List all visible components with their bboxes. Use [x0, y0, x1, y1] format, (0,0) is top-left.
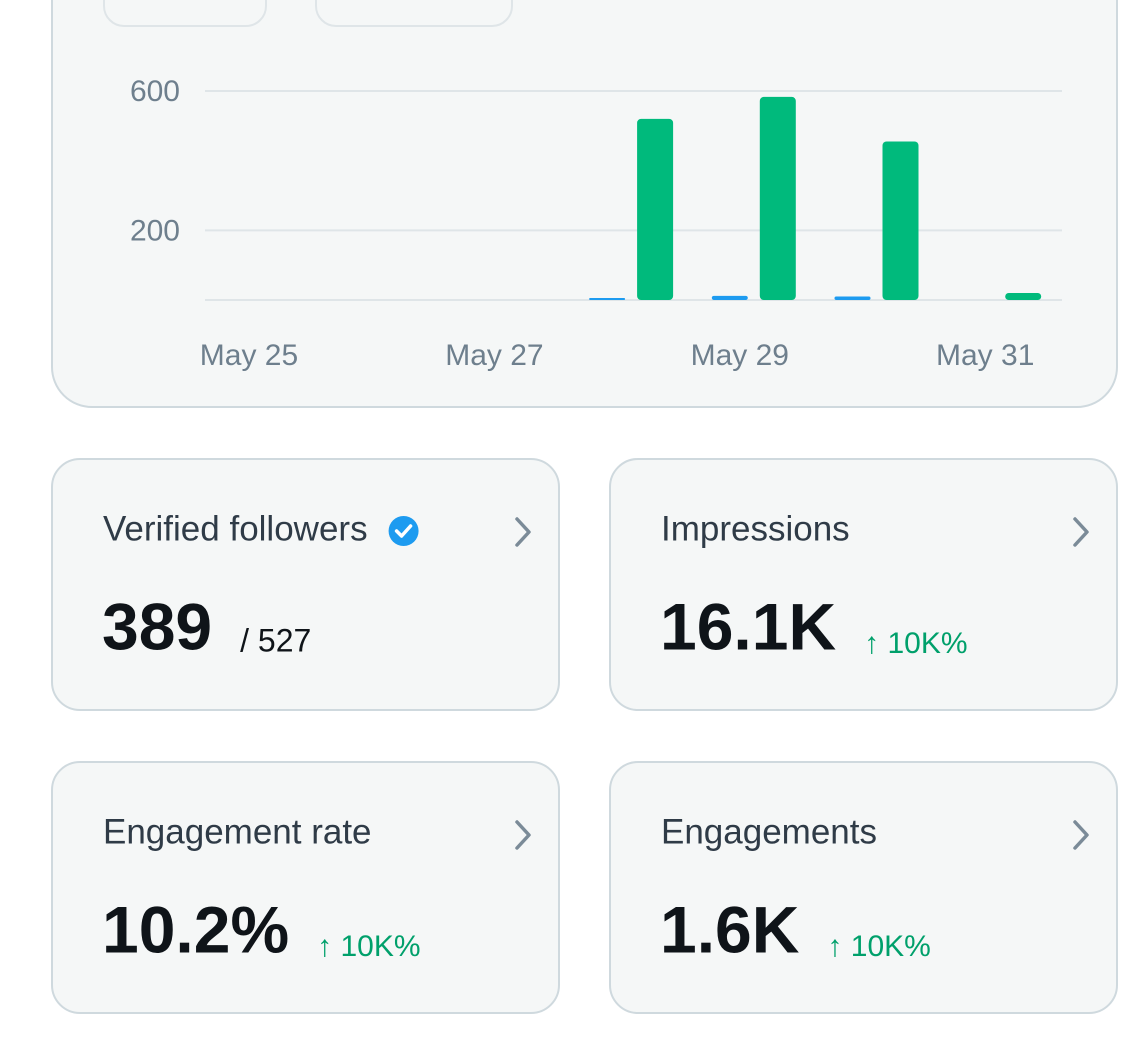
bar	[759, 96, 796, 301]
card-value: 10.2%	[102, 892, 289, 966]
card-title: Engagement rate	[103, 812, 372, 851]
filter-button[interactable]	[315, 0, 513, 27]
card-title: Verified followers	[103, 509, 368, 548]
metric-card[interactable]	[51, 761, 560, 1014]
bar	[589, 298, 626, 300]
card-change: ↑ 10K%	[317, 930, 420, 963]
verified-check	[394, 524, 413, 538]
x-tick-label: May 27	[445, 339, 543, 372]
bar	[1005, 293, 1042, 300]
x-tick-label: May 25	[200, 339, 298, 372]
card-change: ↑ 10K%	[827, 930, 930, 963]
metric-card[interactable]	[51, 458, 560, 711]
card-detail: / 527	[240, 622, 311, 658]
card-value: 389	[102, 589, 212, 663]
bar	[882, 141, 919, 300]
metric-card[interactable]	[609, 761, 1118, 1014]
card-change: ↑ 10K%	[864, 627, 967, 660]
chevron-icon	[1073, 820, 1089, 850]
x-tick-label: May 31	[936, 339, 1034, 372]
verified-badge	[388, 516, 419, 546]
chevron-icon	[1073, 517, 1089, 547]
chevron-icon	[515, 820, 531, 850]
filter-button[interactable]	[103, 0, 267, 27]
chevron-icon	[515, 517, 531, 547]
metric-card[interactable]	[609, 458, 1118, 711]
card-value: 16.1K	[660, 589, 836, 663]
bar	[711, 295, 748, 300]
card-title: Engagements	[661, 812, 877, 851]
chart-card	[51, 0, 1118, 408]
x-tick-label: May 29	[691, 339, 789, 372]
bar	[637, 118, 674, 300]
card-title: Impressions	[661, 509, 850, 548]
y-tick-label: 200	[130, 214, 180, 247]
y-tick-label: 600	[130, 75, 180, 108]
card-value: 1.6K	[660, 892, 800, 966]
bar	[834, 296, 871, 300]
